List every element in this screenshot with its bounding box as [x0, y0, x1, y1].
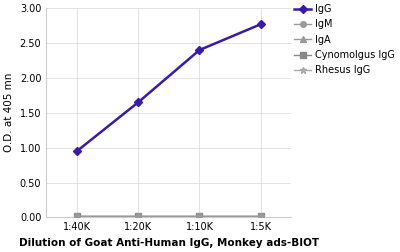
IgG [74, 150, 79, 153]
Line: IgG: IgG [74, 21, 264, 154]
IgM [74, 214, 79, 217]
IgM [197, 214, 202, 217]
Rhesus IgG [74, 214, 79, 217]
Cynomolgus IgG [258, 214, 263, 217]
IgA [136, 214, 140, 217]
Legend: IgG, IgM, IgA, Cynomolgus IgG, Rhesus IgG: IgG, IgM, IgA, Cynomolgus IgG, Rhesus Ig… [294, 4, 395, 75]
Line: Rhesus IgG: Rhesus IgG [73, 212, 264, 219]
Line: Cynomolgus IgG: Cynomolgus IgG [74, 213, 264, 219]
Cynomolgus IgG [74, 214, 79, 217]
Y-axis label: O.D. at 405 mn: O.D. at 405 mn [4, 73, 14, 152]
Cynomolgus IgG [136, 214, 140, 217]
IgM [258, 214, 263, 217]
Rhesus IgG [197, 214, 202, 217]
IgG [197, 48, 202, 51]
X-axis label: Dilution of Goat Anti-Human IgG, Monkey ads-BIOT: Dilution of Goat Anti-Human IgG, Monkey … [19, 238, 319, 248]
Rhesus IgG [258, 214, 263, 217]
IgA [197, 214, 202, 217]
IgG [136, 101, 140, 104]
IgA [258, 214, 263, 217]
Line: IgA: IgA [74, 213, 264, 219]
Cynomolgus IgG [197, 214, 202, 217]
Rhesus IgG [136, 214, 140, 217]
Line: IgM: IgM [74, 213, 264, 219]
IgG [258, 23, 263, 26]
IgA [74, 214, 79, 217]
IgM [136, 214, 140, 217]
